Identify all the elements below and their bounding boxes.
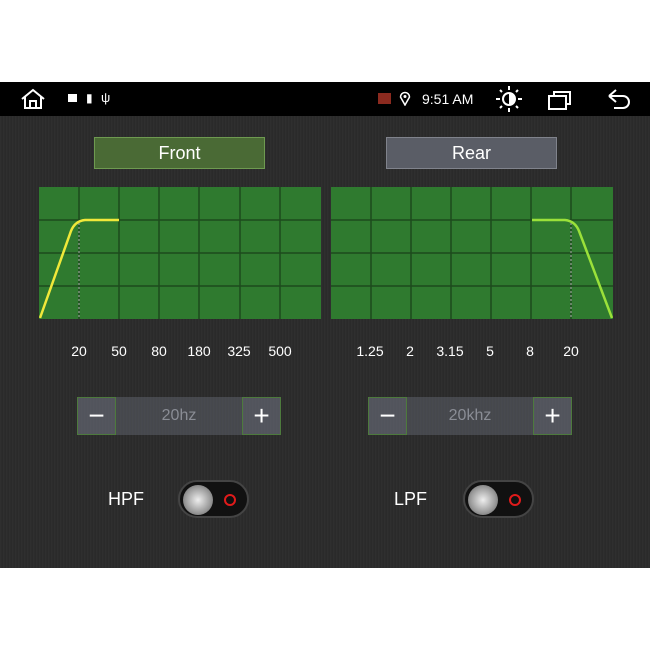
lpf-label: LPF — [394, 489, 428, 509]
brightness-icon[interactable] — [495, 85, 523, 113]
hpf-toggle[interactable] — [178, 480, 249, 518]
increase-button[interactable]: + — [533, 397, 572, 435]
toggle-knob — [183, 485, 213, 515]
cast-icon — [378, 93, 391, 104]
off-indicator-icon — [224, 494, 236, 506]
increase-button[interactable]: + — [242, 397, 281, 435]
freq-label: 1.25 — [356, 343, 384, 359]
freq-label: 500 — [268, 343, 292, 359]
hpf-curve — [39, 218, 119, 319]
freq-label: 3.15 — [436, 343, 464, 359]
freq-label: 20 — [71, 343, 87, 359]
camera-icon — [68, 94, 77, 102]
toggle-knob — [468, 485, 498, 515]
decrease-button[interactable]: − — [77, 397, 116, 435]
freq-label: 2 — [406, 343, 414, 359]
lpf-toggle[interactable] — [463, 480, 534, 518]
freq-label: 50 — [111, 343, 127, 359]
freq-label: 8 — [526, 343, 534, 359]
front-frequency-stepper: − 20hz + — [77, 397, 281, 435]
recent-apps-icon[interactable] — [547, 89, 573, 111]
freq-label: 5 — [486, 343, 494, 359]
rear-frequency-value: 20khz — [448, 407, 492, 424]
status-bar: ▮ ψ 9:51 AM — [0, 82, 650, 116]
home-icon[interactable] — [20, 88, 46, 110]
front-filter-graph — [39, 187, 321, 319]
crossover-panel — [0, 116, 650, 568]
location-icon — [399, 91, 411, 106]
front-frequency-value: 20hz — [161, 407, 197, 424]
tab-rear[interactable]: Rear — [386, 137, 557, 169]
back-icon[interactable] — [606, 88, 632, 110]
usb-icon: ψ — [101, 90, 111, 105]
freq-label: 80 — [151, 343, 167, 359]
off-indicator-icon — [509, 494, 521, 506]
rear-frequency-stepper: − 20khz + — [368, 397, 572, 435]
lpf-curve — [532, 218, 613, 319]
rear-filter-graph — [331, 187, 613, 319]
freq-label: 325 — [227, 343, 251, 359]
freq-label: 20 — [563, 343, 579, 359]
freq-label: 180 — [187, 343, 211, 359]
clock: 9:51 AM — [422, 91, 474, 107]
tab-front[interactable]: Front — [94, 137, 265, 169]
decrease-button[interactable]: − — [368, 397, 407, 435]
hpf-label: HPF — [108, 489, 144, 509]
android-icon: ▮ — [86, 91, 93, 105]
